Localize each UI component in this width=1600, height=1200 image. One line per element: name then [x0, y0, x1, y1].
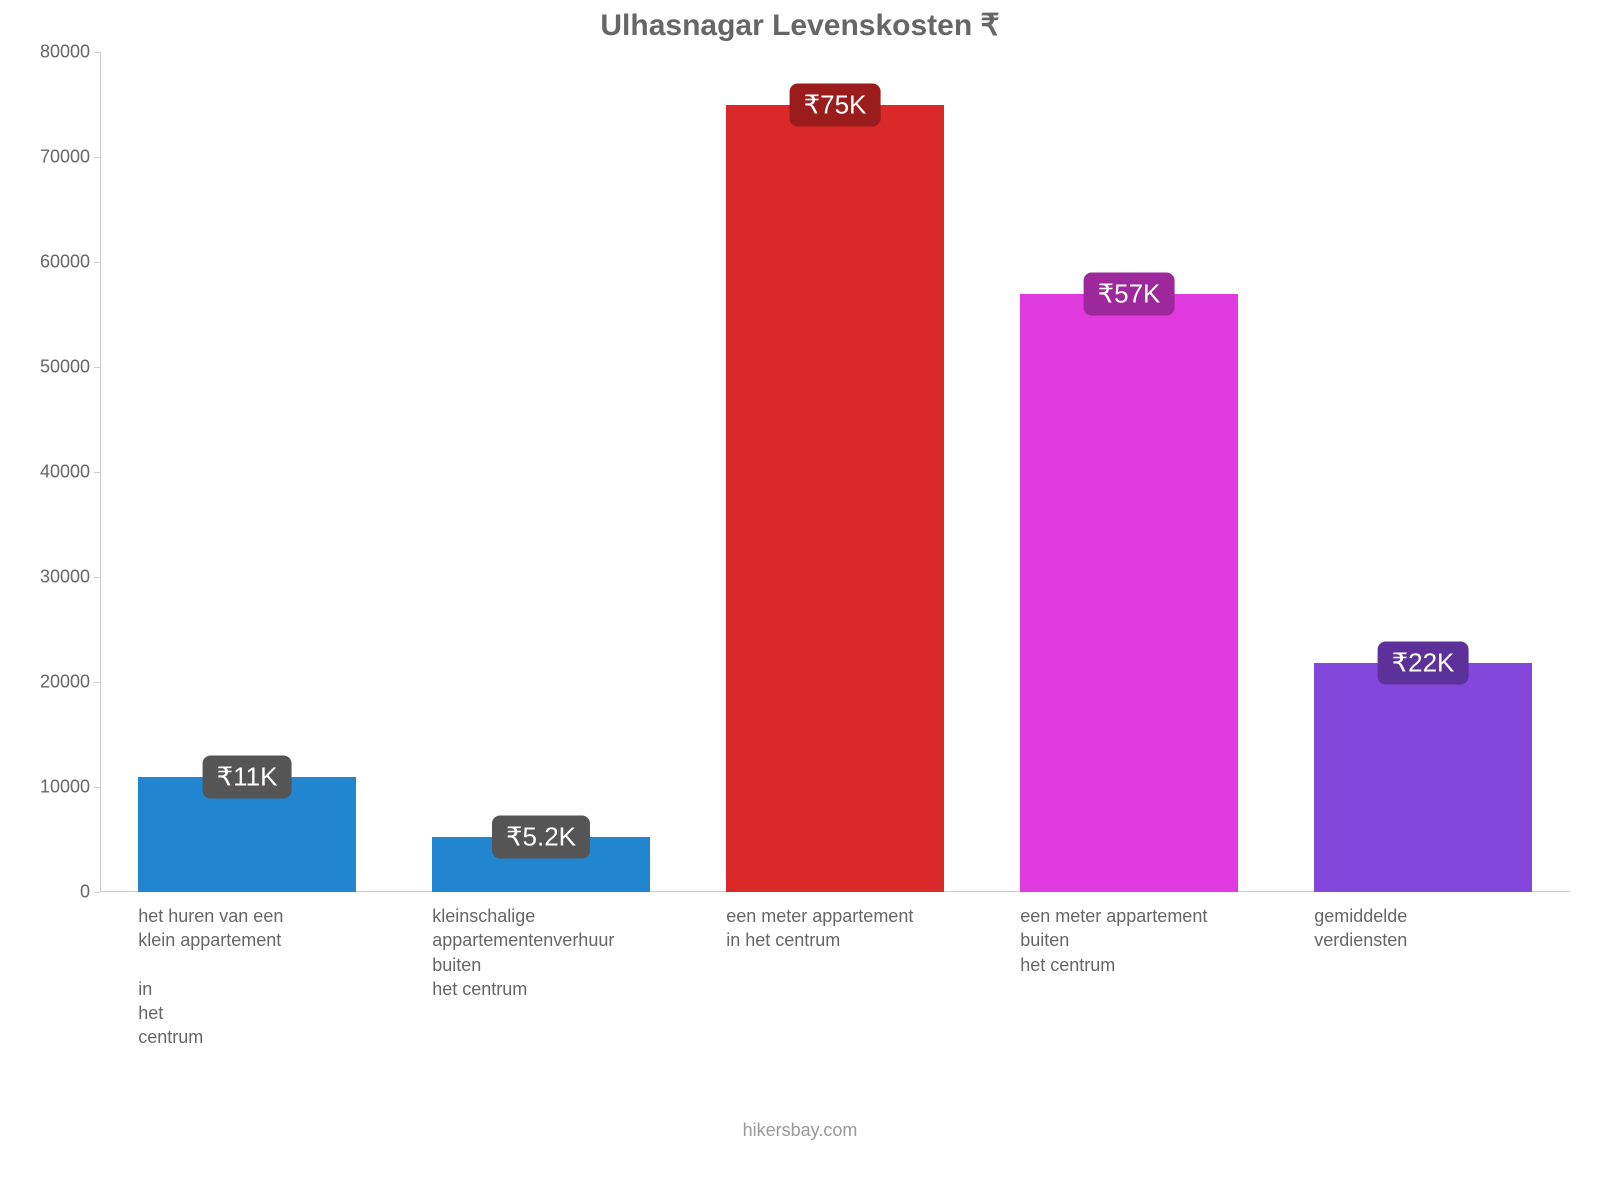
- bar-slot: ₹22Kgemiddelde verdiensten: [1276, 52, 1570, 892]
- x-tick-label: het huren van een klein appartement in h…: [138, 892, 396, 1050]
- bar-slot: ₹11Khet huren van een klein appartement …: [100, 52, 394, 892]
- bar-slot: ₹57Keen meter appartement buiten het cen…: [982, 52, 1276, 892]
- y-tick-mark: [94, 157, 100, 158]
- y-tick-label: 50000: [40, 357, 100, 378]
- plot-area: ₹11Khet huren van een klein appartement …: [100, 52, 1570, 892]
- x-tick-label: gemiddelde verdiensten: [1314, 892, 1572, 953]
- bar: [1314, 663, 1532, 892]
- y-tick-mark: [94, 787, 100, 788]
- y-tick-label: 10000: [40, 777, 100, 798]
- y-tick-label: 60000: [40, 252, 100, 273]
- bar: [726, 105, 944, 893]
- attribution-text: hikersbay.com: [0, 1120, 1600, 1141]
- bars-layer: ₹11Khet huren van een klein appartement …: [100, 52, 1570, 892]
- bar-value-label: ₹57K: [1084, 272, 1175, 315]
- chart-container: Ulhasnagar Levenskosten ₹ ₹11Khet huren …: [0, 0, 1600, 1200]
- x-tick-label: kleinschalige appartementenverhuur buite…: [432, 892, 690, 1001]
- y-tick-label: 70000: [40, 147, 100, 168]
- y-tick-mark: [94, 262, 100, 263]
- y-tick-mark: [94, 892, 100, 893]
- x-tick-label: een meter appartement buiten het centrum: [1020, 892, 1278, 977]
- y-tick-mark: [94, 472, 100, 473]
- y-tick-mark: [94, 577, 100, 578]
- bar-value-label: ₹5.2K: [492, 816, 590, 859]
- bar: [1020, 294, 1238, 893]
- y-tick-label: 40000: [40, 462, 100, 483]
- y-tick-mark: [94, 52, 100, 53]
- bar-slot: ₹75Keen meter appartement in het centrum: [688, 52, 982, 892]
- y-tick-label: 80000: [40, 42, 100, 63]
- x-tick-label: een meter appartement in het centrum: [726, 892, 984, 953]
- y-tick-mark: [94, 367, 100, 368]
- chart-title: Ulhasnagar Levenskosten ₹: [0, 8, 1600, 43]
- bar-value-label: ₹75K: [790, 83, 881, 126]
- y-tick-mark: [94, 682, 100, 683]
- bar-value-label: ₹22K: [1378, 642, 1469, 685]
- y-tick-label: 20000: [40, 672, 100, 693]
- bar-value-label: ₹11K: [203, 755, 292, 798]
- bar-slot: ₹5.2Kkleinschalige appartementenverhuur …: [394, 52, 688, 892]
- y-tick-label: 30000: [40, 567, 100, 588]
